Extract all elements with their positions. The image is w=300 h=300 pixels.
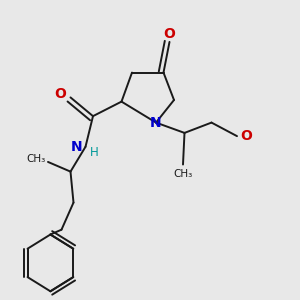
Text: N: N	[150, 116, 162, 130]
Text: H: H	[89, 146, 98, 159]
Text: CH₃: CH₃	[173, 169, 193, 179]
Text: CH₃: CH₃	[26, 154, 46, 164]
Text: O: O	[164, 27, 175, 41]
Text: N: N	[70, 140, 82, 154]
Text: O: O	[54, 86, 66, 100]
Text: O: O	[240, 129, 252, 143]
